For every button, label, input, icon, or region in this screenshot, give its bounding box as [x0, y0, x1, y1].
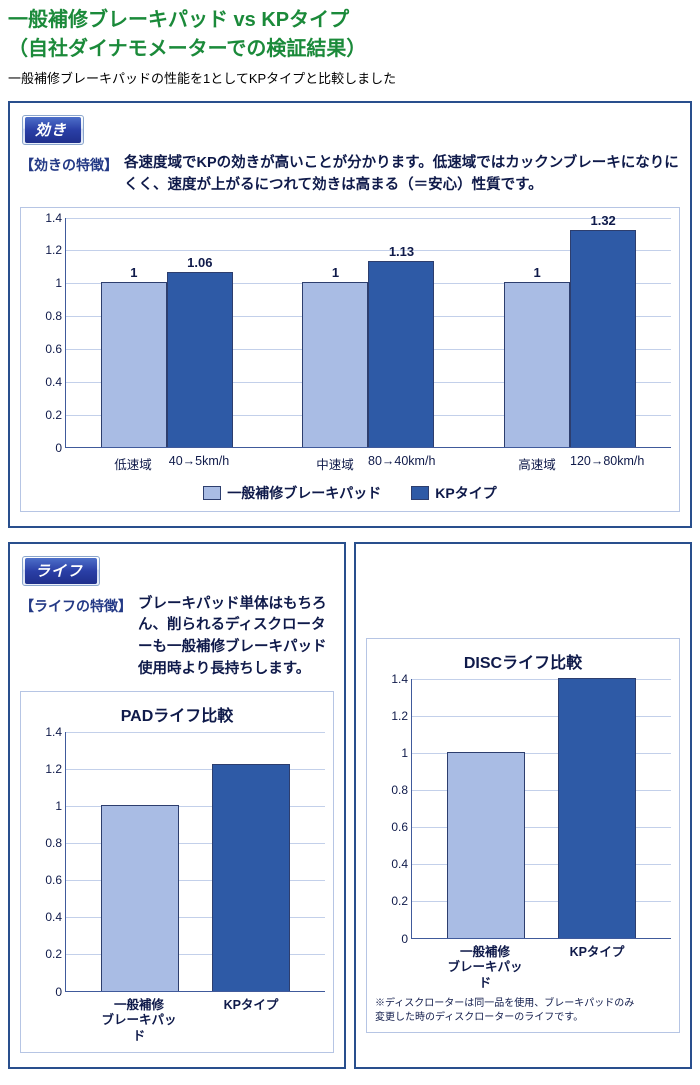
bar-value-label: 1.32 [590, 213, 615, 228]
chart-footnote: ※ディスクローターは同一品を使用、ブレーキパッドのみ 変更した時のディスクロータ… [375, 997, 671, 1024]
badge-life-label: ライフ [25, 558, 97, 584]
y-tick-label: 0.4 [32, 910, 62, 924]
y-tick-label: 0 [378, 932, 408, 946]
x-axis-label: 40→5km/h [166, 454, 232, 473]
x-axis-label: 高速域 [504, 454, 570, 473]
bar-group: 11.06 [101, 272, 233, 446]
x-axis-label: 120→80km/h [570, 454, 636, 473]
chart-legend: 一般補修ブレーキパッド KPタイプ [29, 483, 671, 503]
effect-feature-text: 各速度域でKPの効きが高いことが分かります。低速域ではカックンブレーキになりにく… [124, 153, 680, 197]
effect-chart: 00.20.40.60.811.21.411.0611.1311.32低速域40… [20, 207, 680, 512]
legend-item: 一般補修ブレーキパッド [203, 483, 381, 503]
bar-value-label: 1 [332, 265, 339, 280]
life-feature-label: 【ライフの特徴】 [20, 594, 132, 616]
bar [447, 752, 525, 938]
page-title: 一般補修ブレーキパッド vs KPタイプ （自社ダイナモメーターでの検証結果） [8, 6, 692, 64]
title-line-1: 一般補修ブレーキパッド vs KPタイプ [8, 9, 349, 31]
x-axis-label: KPタイプ [558, 945, 636, 992]
badge-life: ライフ [22, 556, 100, 586]
bar: 1.32 [570, 230, 636, 447]
y-tick-label: 0.6 [32, 342, 62, 356]
y-tick-label: 0 [32, 441, 62, 455]
disc-life-chart-wrap: DISCライフ比較 0 0.2 0.4 0.6 0.8 1 1.2 1.4 一般補修 ブレーキパ… [366, 638, 680, 1034]
bar-group: 11.13 [302, 261, 434, 447]
y-tick-label: 0.6 [378, 820, 408, 834]
x-axis-label: KPタイプ [212, 998, 290, 1045]
bar [101, 805, 179, 991]
legend-label: 一般補修ブレーキパッド [227, 483, 381, 503]
y-tick-label: 0.4 [378, 857, 408, 871]
y-tick-label: 1 [378, 746, 408, 760]
y-tick-label: 0.8 [32, 836, 62, 850]
x-axis-label: 中速域 [302, 454, 368, 473]
badge-effect: 効き [22, 115, 84, 145]
x-axis-label: 80→40km/h [368, 454, 434, 473]
y-tick-label: 0.2 [378, 894, 408, 908]
x-axis-label: 一般補修 ブレーキパッド [446, 945, 524, 992]
bar: 1 [101, 282, 167, 446]
y-tick-label: 0.2 [32, 947, 62, 961]
badge-effect-label: 効き [25, 117, 81, 143]
bar: 1.06 [167, 272, 233, 446]
y-tick-label: 1.2 [32, 243, 62, 257]
y-tick-label: 0.6 [32, 873, 62, 887]
y-tick-label: 0.4 [32, 375, 62, 389]
life-feature-text: ブレーキパッド単体はもちろん、削られるディスクローターも一般補修ブレーキパッド使… [138, 594, 334, 681]
bar-group: 11.32 [504, 230, 636, 447]
y-tick-label: 1.4 [32, 211, 62, 225]
y-tick-label: 1 [32, 276, 62, 290]
y-tick-label: 1.4 [32, 725, 62, 739]
effect-feature-label: 【効きの特徴】 [20, 153, 118, 175]
pad-life-chart-title: PADライフ比較 [29, 702, 325, 726]
legend-label: KPタイプ [435, 483, 496, 503]
x-axis-label: 低速域 [100, 454, 166, 473]
page-subtitle: 一般補修ブレーキパッドの性能を1としてKPタイプと比較しました [8, 68, 692, 87]
y-tick-label: 1 [32, 799, 62, 813]
bar [212, 764, 290, 991]
y-tick-label: 1.2 [32, 762, 62, 776]
legend-swatch-icon [411, 486, 429, 500]
bar-value-label: 1.06 [187, 255, 212, 270]
x-axis-label: 一般補修 ブレーキパッド [100, 998, 178, 1045]
bar [558, 678, 636, 938]
bar: 1 [302, 282, 368, 446]
bar-value-label: 1 [534, 265, 541, 280]
panel-life-left: ライフ 【ライフの特徴】 ブレーキパッド単体はもちろん、削られるディスクローター… [8, 542, 346, 1070]
bar: 1.13 [368, 261, 434, 447]
y-tick-label: 0 [32, 985, 62, 999]
pad-life-chart-wrap: PADライフ比較 0 0.2 0.4 0.6 0.8 1 1.2 1.4 一般補修 ブレーキパッ… [20, 691, 334, 1054]
y-tick-label: 0.2 [32, 408, 62, 422]
legend-swatch-icon [203, 486, 221, 500]
title-line-2: （自社ダイナモメーターでの検証結果） [8, 38, 366, 60]
bar: 1 [504, 282, 570, 446]
panel-effect: 効き 【効きの特徴】 各速度域でKPの効きが高いことが分かります。低速域ではカッ… [8, 101, 692, 528]
y-tick-label: 0.8 [378, 783, 408, 797]
y-tick-label: 1.2 [378, 709, 408, 723]
bar-value-label: 1 [130, 265, 137, 280]
panel-life-right: DISCライフ比較 0 0.2 0.4 0.6 0.8 1 1.2 1.4 一般補修 ブレーキパ… [354, 542, 692, 1070]
bar-value-label: 1.13 [389, 244, 414, 259]
disc-life-chart-title: DISCライフ比較 [375, 649, 671, 673]
y-tick-label: 0.8 [32, 309, 62, 323]
y-tick-label: 1.4 [378, 672, 408, 686]
legend-item: KPタイプ [411, 483, 496, 503]
